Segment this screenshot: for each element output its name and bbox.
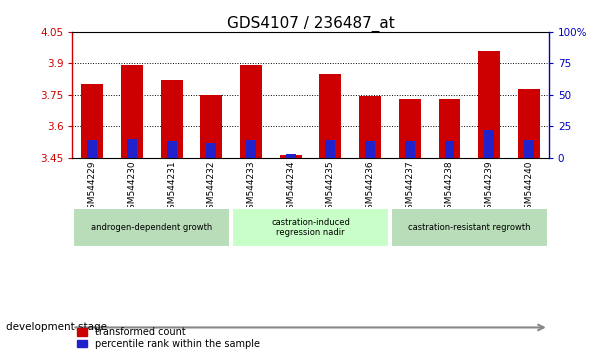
Text: androgen-dependent growth: androgen-dependent growth [91,223,212,232]
Bar [399,99,421,158]
Bar [326,140,335,158]
Text: GSM544230: GSM544230 [127,160,136,215]
Bar [246,140,256,158]
Bar [240,65,262,158]
Bar [405,142,415,158]
Text: GSM544237: GSM544237 [405,160,414,215]
Bar [280,155,302,158]
Bar [200,95,223,158]
Bar [286,154,295,158]
Text: development stage: development stage [6,322,107,332]
Bar [166,142,177,158]
Bar [444,142,455,158]
Legend: transformed count, percentile rank within the sample: transformed count, percentile rank withi… [77,327,260,349]
Bar [81,84,103,158]
FancyBboxPatch shape [391,208,548,247]
Bar [127,139,137,158]
Text: castration-induced
regression nadir: castration-induced regression nadir [271,218,350,237]
Bar [160,80,183,158]
Text: GSM544238: GSM544238 [445,160,454,215]
Bar [438,99,461,158]
Bar [121,65,143,158]
Bar [87,140,97,158]
Text: GSM544229: GSM544229 [87,160,96,215]
Title: GDS4107 / 236487_at: GDS4107 / 236487_at [227,16,394,32]
Bar [359,96,381,158]
Text: GSM544235: GSM544235 [326,160,335,215]
Text: castration-resistant regrowth: castration-resistant regrowth [408,223,531,232]
Text: GSM544234: GSM544234 [286,160,295,215]
Text: GSM544233: GSM544233 [247,160,256,215]
Bar [484,130,494,158]
Bar [524,140,534,158]
FancyBboxPatch shape [232,208,389,247]
FancyBboxPatch shape [73,208,230,247]
Text: GSM544232: GSM544232 [207,160,216,215]
Text: GSM544236: GSM544236 [365,160,374,215]
Bar [320,74,341,158]
Bar [518,88,540,158]
Text: GSM544239: GSM544239 [485,160,494,215]
Bar [478,51,500,158]
Bar [365,142,375,158]
Text: GSM544231: GSM544231 [167,160,176,215]
Bar [206,143,216,158]
Text: GSM544240: GSM544240 [525,160,534,215]
